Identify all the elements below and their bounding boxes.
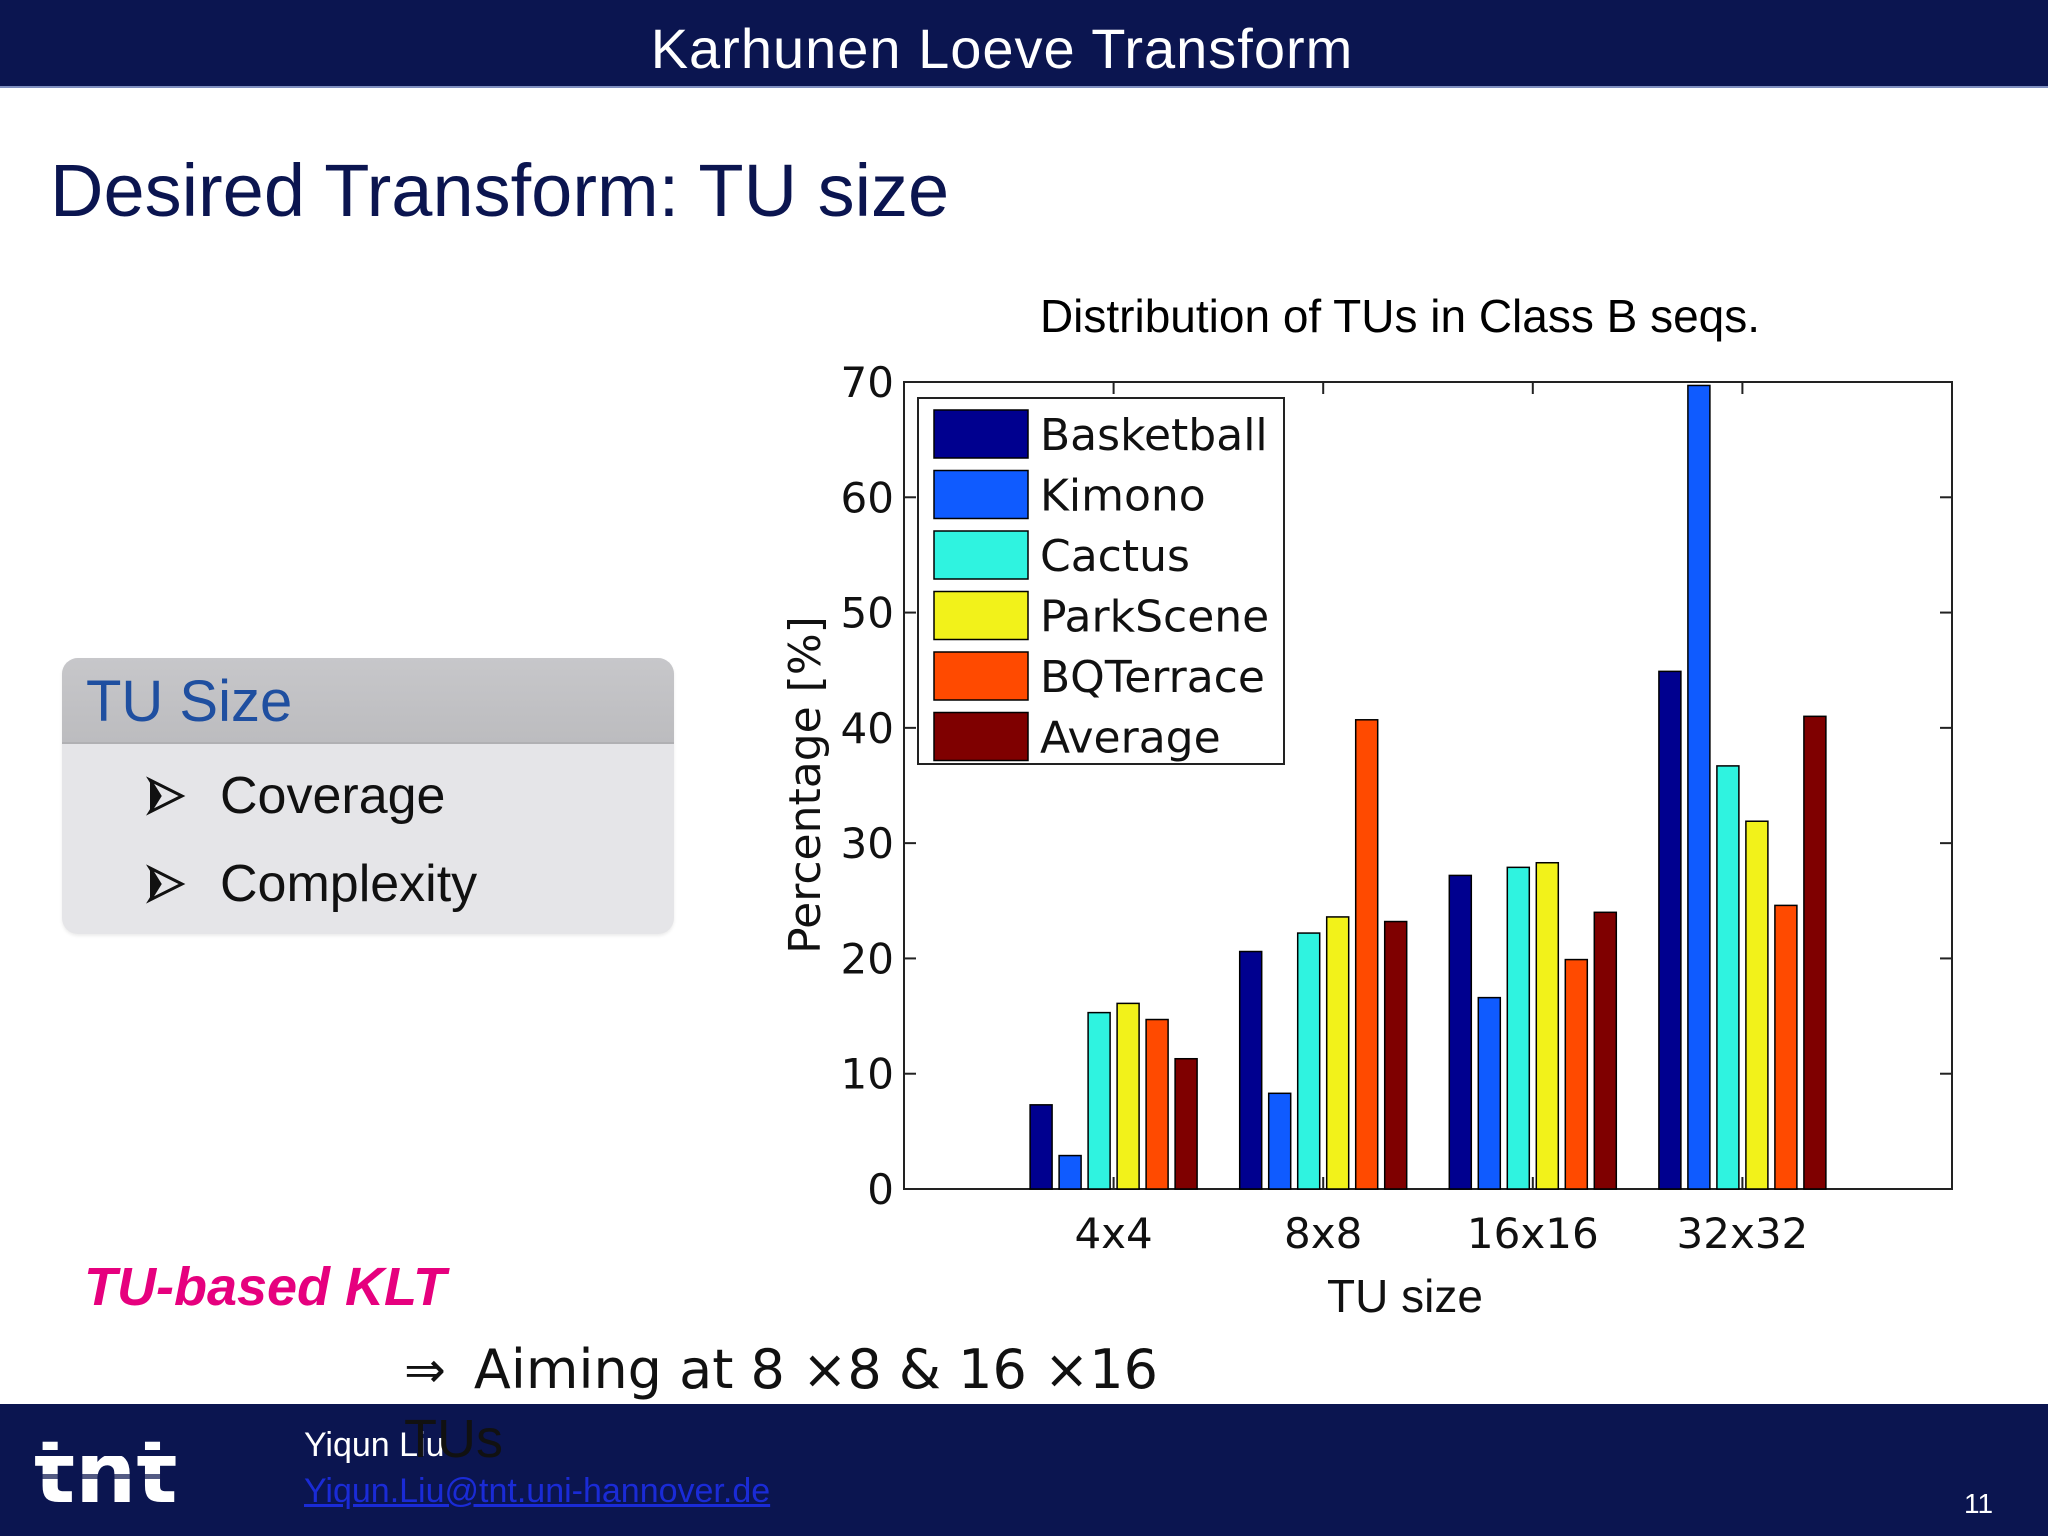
bar-parkscene-8x8 [1325,916,1350,1190]
tu-box-item-label: Coverage [220,767,446,825]
bar-kimono-8x8 [1267,1092,1292,1190]
legend-label: ParkScene [1040,592,1269,643]
legend-label: Average [1040,713,1221,764]
y-axis-label: Percentage [%] [780,616,831,954]
bar-parkscene-32x32 [1745,820,1769,1190]
header-title: Karhunen Loeve Transform [650,17,1354,80]
bar-bqterrace-16x16 [1564,958,1589,1190]
x-tick-label: 32x32 [1677,1209,1809,1258]
bar-kimono-4x4 [1058,1154,1082,1190]
aim-text: Aiming at 8 ×8 & 16 ×16 [473,1338,1158,1401]
x-tick-label: 4x4 [1074,1209,1152,1258]
legend-swatch [933,469,1029,520]
aim-text-continuation: TUs [404,1409,503,1469]
legend-swatch [933,590,1029,641]
legend-label: BQTerrace [1040,652,1265,703]
legend-swatch [933,651,1029,701]
tu-distribution-chart: Distribution of TUs in Class B seqs. 0 10 2… [780,290,1953,1322]
bar-basketball-32x32 [1658,670,1682,1190]
implies-arrow-icon: ⇒ [404,1340,446,1399]
y-tick-label: 30 [841,819,894,868]
legend-swatch [933,711,1029,762]
chart-title: Distribution of TUs in Class B seqs. [1040,290,1760,342]
bar-cactus-16x16 [1506,866,1531,1190]
y-tick-label: 20 [841,934,894,983]
tu-box-item: Coverage [146,766,445,826]
klt-label: TU-based KLT [84,1257,446,1317]
footer-bar: tnt Yiqun Liu Yiqun.Liu@tnt.uni-hannover… [0,1404,2048,1536]
bar-cactus-8x8 [1296,932,1321,1190]
bar-kimono-16x16 [1477,996,1502,1190]
page-number: 11 [1964,1488,1994,1519]
bar-bqterrace-32x32 [1774,904,1798,1190]
tu-box-item: Complexity [146,854,477,914]
arrowhead-bullet-icon [146,776,186,816]
bar-basketball-8x8 [1238,950,1263,1190]
bar-bqterrace-8x8 [1354,719,1379,1190]
legend-label: Cactus [1040,531,1190,582]
y-tick-label: 50 [841,589,894,638]
slide-title: Desired Transform: TU size [50,149,950,232]
y-tick-label: 40 [841,704,894,753]
bar-parkscene-4x4 [1116,1002,1140,1190]
legend-label: Basketball [1040,410,1268,461]
aim-line: ⇒ Aiming at 8 ×8 & 16 ×16 [404,1338,1158,1401]
tu-box-header [62,658,674,744]
tu-box-item-label: Complexity [220,855,478,913]
logo-text: tnt [34,1430,177,1516]
bar-average-4x4 [1174,1057,1198,1190]
tu-box-title: TU Size [86,669,293,734]
y-tick-label: 10 [841,1050,894,1099]
bar-bqterrace-4x4 [1145,1018,1169,1190]
legend-label: Kimono [1040,471,1206,522]
y-tick-label: 70 [841,358,894,407]
bar-average-32x32 [1803,715,1827,1190]
author-email-link[interactable]: Yiqun.Liu@tnt.uni-hannover.de [304,1472,771,1510]
arrowhead-bullet-icon [146,864,186,904]
bar-average-8x8 [1383,920,1408,1190]
legend-box [917,397,1285,765]
x-tick-label: 16x16 [1467,1209,1599,1258]
legend-swatch [933,409,1029,459]
y-tick-label: 0 [867,1165,894,1214]
bar-average-16x16 [1593,911,1618,1190]
tnt-logo: tnt [30,1430,220,1516]
x-tick-label: 8x8 [1284,1209,1362,1258]
tu-size-box: TU Size Coverage Complexity [62,658,674,934]
bar-cactus-32x32 [1716,765,1740,1190]
plot-frame [903,381,1953,1190]
bar-kimono-32x32 [1687,384,1711,1190]
bar-parkscene-16x16 [1535,861,1560,1190]
bar-basketball-16x16 [1448,874,1473,1190]
author-name: Yiqun Liu [304,1426,445,1464]
x-axis-label: TU size [1327,1270,1483,1322]
header-bar: Karhunen Loeve Transform [0,0,2048,88]
y-tick-label: 60 [841,473,894,522]
bar-cactus-4x4 [1087,1011,1111,1190]
legend-swatch [933,530,1029,580]
bar-basketball-4x4 [1029,1104,1053,1190]
